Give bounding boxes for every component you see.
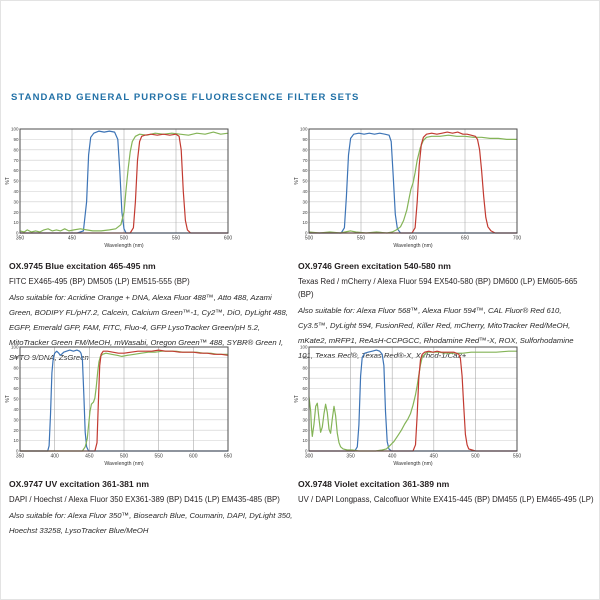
svg-text:90: 90: [302, 355, 308, 360]
svg-text:500: 500: [305, 236, 314, 242]
filter-set-heading: OX.9746 Green excitation 540-580 nm: [298, 261, 451, 271]
svg-text:550: 550: [357, 236, 366, 242]
svg-text:550: 550: [513, 454, 522, 460]
svg-text:20: 20: [302, 428, 308, 433]
svg-text:20: 20: [302, 210, 308, 215]
svg-text:70: 70: [13, 376, 19, 381]
svg-text:10: 10: [13, 220, 19, 225]
svg-text:60: 60: [302, 386, 308, 391]
svg-text:650: 650: [461, 236, 470, 242]
svg-text:90: 90: [302, 137, 308, 142]
svg-text:600: 600: [224, 236, 233, 242]
svg-text:70: 70: [302, 376, 308, 381]
svg-text:350: 350: [346, 454, 355, 460]
svg-text:450: 450: [430, 454, 439, 460]
svg-text:450: 450: [85, 454, 94, 460]
svg-text:70: 70: [302, 158, 308, 163]
svg-text:100: 100: [300, 345, 308, 350]
filter-set-section-ox9746: 0 10 20 30 40 50 60 70 80 90 100 500 550 600 650 700 Wav…: [294, 121, 594, 363]
svg-text:90: 90: [13, 137, 19, 142]
filter-set-spec: Texas Red / mCherry / Alexa Fluor 594 EX…: [298, 277, 578, 299]
svg-text:100: 100: [11, 345, 19, 350]
svg-text:700: 700: [513, 236, 522, 242]
svg-text:Wavelength (nm): Wavelength (nm): [104, 243, 144, 249]
svg-text:Wavelength (nm): Wavelength (nm): [393, 461, 433, 467]
svg-text:0: 0: [305, 449, 308, 454]
filter-set-heading: OX.9745 Blue excitation 465-495 nm: [9, 261, 156, 271]
svg-text:550: 550: [154, 454, 163, 460]
filter-set-also-suitable: Also suitable for: Alexa Fluor 350™, Bio…: [9, 511, 293, 535]
filter-chart-ox9748: 0 10 20 30 40 50 60 70 80 90 100 300 350 400 450 500 550…: [294, 343, 594, 476]
svg-text:50: 50: [302, 179, 308, 184]
svg-text:50: 50: [13, 397, 19, 402]
svg-text:300: 300: [305, 454, 314, 460]
filter-set-section-ox9747: 0 10 20 30 40 50 60 70 80 90 100 350 400 450 500 550 600…: [5, 339, 297, 538]
svg-text:10: 10: [302, 438, 308, 443]
svg-text:600: 600: [189, 454, 198, 460]
svg-text:10: 10: [13, 438, 19, 443]
svg-text:500: 500: [120, 236, 129, 242]
svg-text:600: 600: [409, 236, 418, 242]
svg-text:40: 40: [302, 189, 308, 194]
page-title: STANDARD GENERAL PURPOSE FLUORESCENCE FI…: [11, 92, 360, 103]
svg-text:40: 40: [302, 407, 308, 412]
svg-text:650: 650: [224, 454, 233, 460]
svg-text:0: 0: [305, 231, 308, 236]
svg-text:Wavelength (nm): Wavelength (nm): [104, 461, 144, 467]
svg-text:30: 30: [302, 199, 308, 204]
svg-text:40: 40: [13, 189, 19, 194]
svg-text:100: 100: [300, 127, 308, 132]
filter-set-heading: OX.9748 Violet excitation 361-389 nm: [298, 479, 450, 489]
svg-text:0: 0: [16, 449, 19, 454]
svg-text:40: 40: [13, 407, 19, 412]
svg-text:50: 50: [302, 397, 308, 402]
svg-text:450: 450: [68, 236, 77, 242]
svg-text:80: 80: [302, 147, 308, 152]
svg-text:500: 500: [471, 454, 480, 460]
svg-text:30: 30: [302, 417, 308, 422]
filter-set-spec: FITC EX465-495 (BP) DM505 (LP) EM515-555…: [9, 277, 190, 286]
svg-text:550: 550: [172, 236, 181, 242]
svg-text:0: 0: [16, 231, 19, 236]
svg-text:80: 80: [302, 365, 308, 370]
svg-text:100: 100: [11, 127, 19, 132]
svg-text:60: 60: [13, 386, 19, 391]
svg-text:400: 400: [388, 454, 397, 460]
svg-text:70: 70: [13, 158, 19, 163]
svg-text:10: 10: [302, 220, 308, 225]
svg-text:30: 30: [13, 417, 19, 422]
svg-text:350: 350: [16, 236, 25, 242]
svg-text:80: 80: [13, 147, 19, 152]
filter-set-section-ox9748: 0 10 20 30 40 50 60 70 80 90 100 300 350 400 450 500 550…: [294, 339, 594, 508]
svg-text:%T: %T: [5, 177, 11, 185]
svg-text:90: 90: [13, 355, 19, 360]
svg-text:30: 30: [13, 199, 19, 204]
svg-text:50: 50: [13, 179, 19, 184]
svg-text:20: 20: [13, 428, 19, 433]
svg-text:%T: %T: [294, 395, 300, 403]
filter-set-heading: OX.9747 UV excitation 361-381 nm: [9, 479, 149, 489]
svg-text:60: 60: [302, 168, 308, 173]
svg-text:%T: %T: [5, 395, 11, 403]
svg-text:Wavelength (nm): Wavelength (nm): [393, 243, 433, 249]
filter-set-spec: UV / DAPI Longpass, Calcofluor White EX4…: [298, 495, 594, 504]
svg-text:350: 350: [16, 454, 25, 460]
svg-text:20: 20: [13, 210, 19, 215]
svg-text:80: 80: [13, 365, 19, 370]
filter-chart-ox9745: 0 10 20 30 40 50 60 70 80 90 100 350 450 500 550 600 Wav…: [5, 125, 297, 258]
filter-set-spec: DAPI / Hoechst / Alexa Fluor 350 EX361-3…: [9, 495, 280, 504]
filter-set-section-ox9745: 0 10 20 30 40 50 60 70 80 90 100 350 450 500 550 600 Wav…: [5, 121, 297, 365]
filter-chart-ox9747: 0 10 20 30 40 50 60 70 80 90 100 350 400 450 500 550 600…: [5, 343, 297, 476]
svg-text:500: 500: [120, 454, 129, 460]
svg-text:%T: %T: [294, 177, 300, 185]
svg-text:60: 60: [13, 168, 19, 173]
filter-chart-ox9746: 0 10 20 30 40 50 60 70 80 90 100 500 550 600 650 700 Wav…: [294, 125, 594, 258]
svg-text:400: 400: [50, 454, 59, 460]
